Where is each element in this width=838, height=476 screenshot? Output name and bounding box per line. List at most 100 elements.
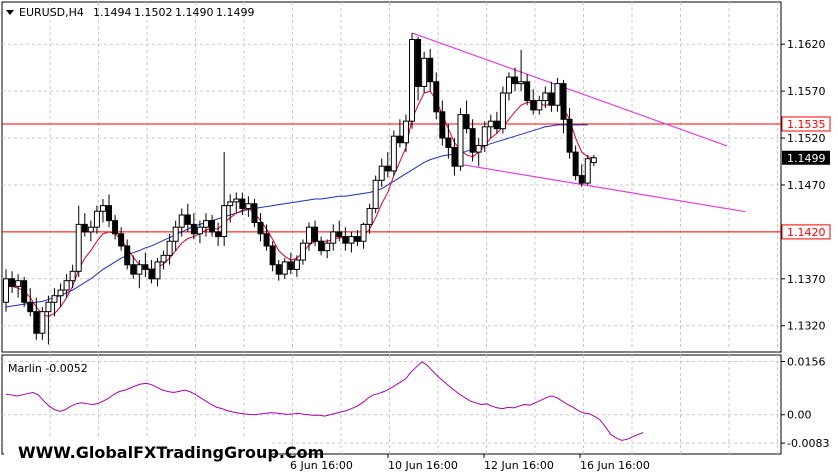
candle	[487, 114, 494, 139]
candle-body	[324, 242, 331, 252]
candle-body	[566, 118, 573, 153]
candle	[21, 276, 28, 307]
candle-body	[505, 76, 512, 94]
moving-average-line	[5, 124, 588, 308]
candle	[366, 203, 373, 234]
candle	[469, 119, 476, 162]
candle-body	[160, 254, 167, 263]
candle	[578, 164, 585, 187]
candle-body	[378, 165, 385, 181]
candle	[112, 215, 119, 240]
candle	[148, 260, 155, 284]
candle	[536, 95, 543, 115]
candle	[318, 236, 325, 256]
moving-averages	[5, 90, 594, 317]
trend-lines	[411, 32, 746, 213]
candle-body	[112, 220, 119, 235]
candle-body	[354, 236, 361, 242]
candle	[154, 258, 161, 287]
candle-body	[542, 92, 549, 102]
candle	[99, 199, 106, 223]
ohlc-open: 1.1494	[93, 6, 132, 19]
candle-body	[142, 264, 149, 270]
candle-body	[336, 231, 343, 238]
candle-body	[245, 203, 252, 209]
candle-body	[45, 301, 52, 313]
candle	[293, 255, 300, 277]
trend-line-upper	[411, 32, 728, 147]
candle-body	[166, 240, 173, 256]
candle	[505, 72, 512, 101]
candle-body	[415, 39, 422, 87]
candle	[524, 74, 531, 106]
candle-body	[106, 205, 113, 222]
candle-body	[3, 278, 9, 303]
candle	[9, 271, 16, 293]
candle-body	[99, 205, 106, 212]
candle	[499, 86, 506, 134]
candle	[33, 297, 40, 340]
candle	[136, 260, 143, 289]
candle-body	[263, 233, 270, 247]
candle	[402, 114, 409, 153]
candle-body	[227, 201, 234, 207]
y-tick-label: 1.1620	[787, 38, 826, 51]
level-tag	[781, 116, 831, 132]
candle	[445, 123, 452, 159]
candle	[312, 220, 319, 246]
candle-body	[130, 264, 137, 275]
price-axis: 1.1620 1.1570 1.1520 1.1470 1.1420 1.1370 1.13…	[781, 38, 831, 333]
dropdown-triangle-icon[interactable]	[6, 10, 14, 15]
ohlc-high: 1.1502	[134, 6, 173, 19]
candle	[372, 175, 379, 214]
candle	[221, 152, 228, 246]
candle-body	[427, 57, 434, 83]
candle	[306, 222, 312, 251]
horizontal-levels	[2, 123, 781, 233]
x-tick-label: 10 Jun 16:00	[388, 459, 458, 472]
candle-body	[306, 226, 312, 244]
candle-body	[366, 207, 373, 225]
candle-body	[87, 226, 94, 233]
candle	[584, 154, 591, 185]
indicator-title: Marlin -0.0052	[8, 362, 88, 375]
watermark: WWW.GlobalFXTradingGroup.Com	[18, 443, 324, 462]
candle	[245, 196, 252, 217]
candle	[451, 138, 458, 176]
candle	[409, 32, 416, 129]
candle	[384, 152, 391, 178]
candle	[190, 213, 197, 240]
candle-body	[15, 280, 22, 287]
candle	[239, 192, 246, 216]
candle	[330, 224, 337, 251]
indicator-plot-frame	[1, 354, 782, 455]
candle-body	[27, 301, 34, 313]
candle	[360, 222, 367, 249]
candle	[287, 252, 294, 275]
candle	[124, 239, 131, 270]
candle	[75, 205, 82, 277]
candle-body	[348, 236, 355, 244]
candle-body	[172, 226, 179, 242]
candle-body	[209, 220, 216, 233]
osc-tick-label: 0.0156	[787, 355, 826, 368]
candle	[57, 283, 64, 307]
main-plot-frame	[1, 1, 782, 353]
candle	[427, 48, 434, 92]
candle-body	[154, 261, 161, 280]
candle-body	[463, 114, 470, 130]
candle	[142, 252, 149, 277]
candle-body	[512, 76, 519, 85]
candle-body	[118, 233, 125, 247]
candle-body	[330, 231, 337, 244]
level-tag	[781, 224, 831, 240]
candle-body	[536, 100, 543, 111]
candle	[439, 100, 446, 146]
candle	[548, 81, 555, 112]
candle-body	[136, 264, 143, 275]
candle	[227, 194, 234, 223]
oscillator-line	[5, 361, 644, 441]
candle	[481, 121, 488, 153]
candle-body	[590, 157, 597, 163]
